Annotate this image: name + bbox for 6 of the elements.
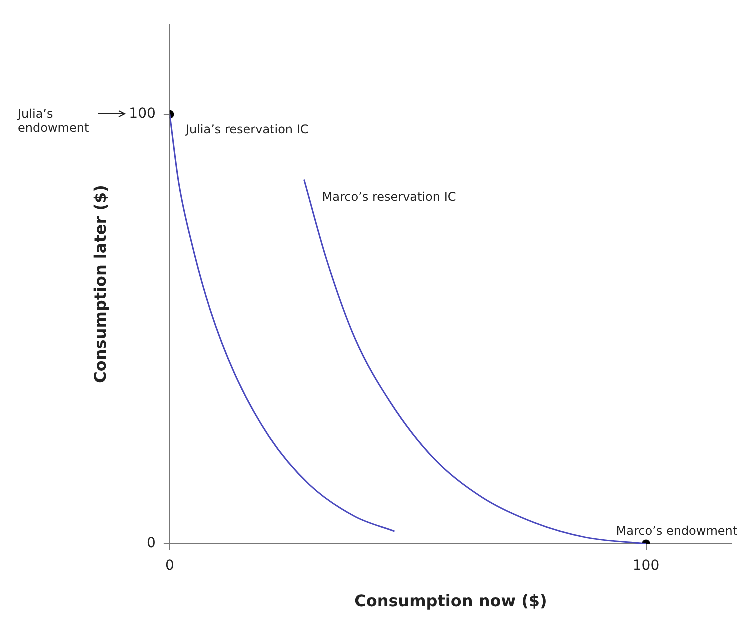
annotation: Julia’s reservation IC <box>184 122 309 137</box>
annotation: Marco’s endowment <box>616 524 738 538</box>
x-axis-title: Consumption now ($) <box>354 592 548 611</box>
annotation: Marco’s reservation IC <box>322 190 456 204</box>
y-axis-title: Consumption later ($) <box>90 185 110 384</box>
text: Julia’s endowment <box>18 106 90 135</box>
